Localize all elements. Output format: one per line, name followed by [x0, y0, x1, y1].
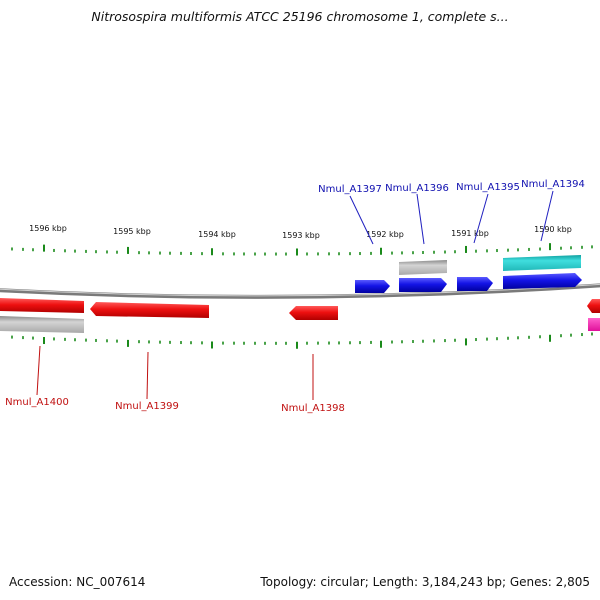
gene-label-nmul-a1400[interactable]: Nmul_A1400: [5, 397, 69, 408]
gene-feature-nmul-a1398[interactable]: [289, 306, 338, 320]
bottom-gene-labels: Nmul_A1400 Nmul_A1399 Nmul_A1398: [5, 345, 345, 414]
magenta-feature-edge[interactable]: [588, 318, 600, 331]
cyan-feature-upper[interactable]: [503, 255, 581, 271]
leader-line-nmul-a1400: [36, 345, 41, 396]
accession-text: Accession: NC_007614: [9, 575, 146, 589]
scale-label-1593: 1593 kbp: [282, 231, 320, 240]
leader-line-nmul-a1395: [473, 193, 489, 244]
top-gene-labels: Nmul_A1397 Nmul_A1396 Nmul_A1395 Nmul_A1…: [318, 179, 585, 245]
leader-line-nmul-a1399: [146, 351, 149, 400]
reverse-strand-features: [0, 298, 600, 333]
topology-text: Topology: circular; Length: 3,184,243 bp…: [260, 575, 590, 589]
gene-label-nmul-a1394[interactable]: Nmul_A1394: [521, 179, 585, 190]
scale-label-1596: 1596 kbp: [29, 224, 67, 233]
gene-label-nmul-a1398[interactable]: Nmul_A1398: [281, 403, 345, 414]
gene-feature-nmul-a1394[interactable]: [503, 273, 582, 289]
gene-label-nmul-a1397[interactable]: Nmul_A1397: [318, 184, 382, 195]
gene-feature-nmul-a1397[interactable]: [355, 280, 390, 293]
scale-labels: 1596 kbp 1595 kbp 1594 kbp 1593 kbp 1592…: [29, 224, 572, 240]
scale-label-1591: 1591 kbp: [451, 229, 489, 238]
gene-feature-nmul-a1399[interactable]: [90, 302, 209, 318]
forward-strand-features: [355, 255, 582, 293]
leader-line-nmul-a1394: [540, 190, 554, 242]
gene-label-nmul-a1399[interactable]: Nmul_A1399: [115, 401, 179, 412]
scale-ticks-bottom: [11, 332, 593, 349]
gray-feature-left[interactable]: [0, 316, 84, 333]
gene-label-nmul-a1396[interactable]: Nmul_A1396: [385, 183, 449, 194]
scale-ticks-top: [11, 243, 593, 256]
gene-label-nmul-a1395[interactable]: Nmul_A1395: [456, 182, 520, 193]
gene-feature-nmul-a1395[interactable]: [457, 277, 493, 291]
leader-line-nmul-a1396: [416, 193, 425, 245]
gray-feature-upper[interactable]: [399, 260, 447, 275]
scale-label-1594: 1594 kbp: [198, 230, 236, 239]
chromosome-backbone: [0, 283, 600, 299]
gene-feature-edge-red[interactable]: [587, 299, 600, 313]
map-title: Nitrosospira multiformis ATCC 25196 chro…: [91, 9, 509, 24]
gene-feature-nmul-a1396[interactable]: [399, 278, 447, 292]
chromosome-backbone-highlight: [0, 283, 600, 297]
scale-label-1595: 1595 kbp: [113, 227, 151, 236]
scale-label-1590: 1590 kbp: [534, 225, 572, 234]
leader-line-nmul-a1397: [349, 195, 374, 245]
scale-label-1592: 1592 kbp: [366, 230, 404, 239]
gene-feature-nmul-a1400[interactable]: [0, 298, 84, 313]
